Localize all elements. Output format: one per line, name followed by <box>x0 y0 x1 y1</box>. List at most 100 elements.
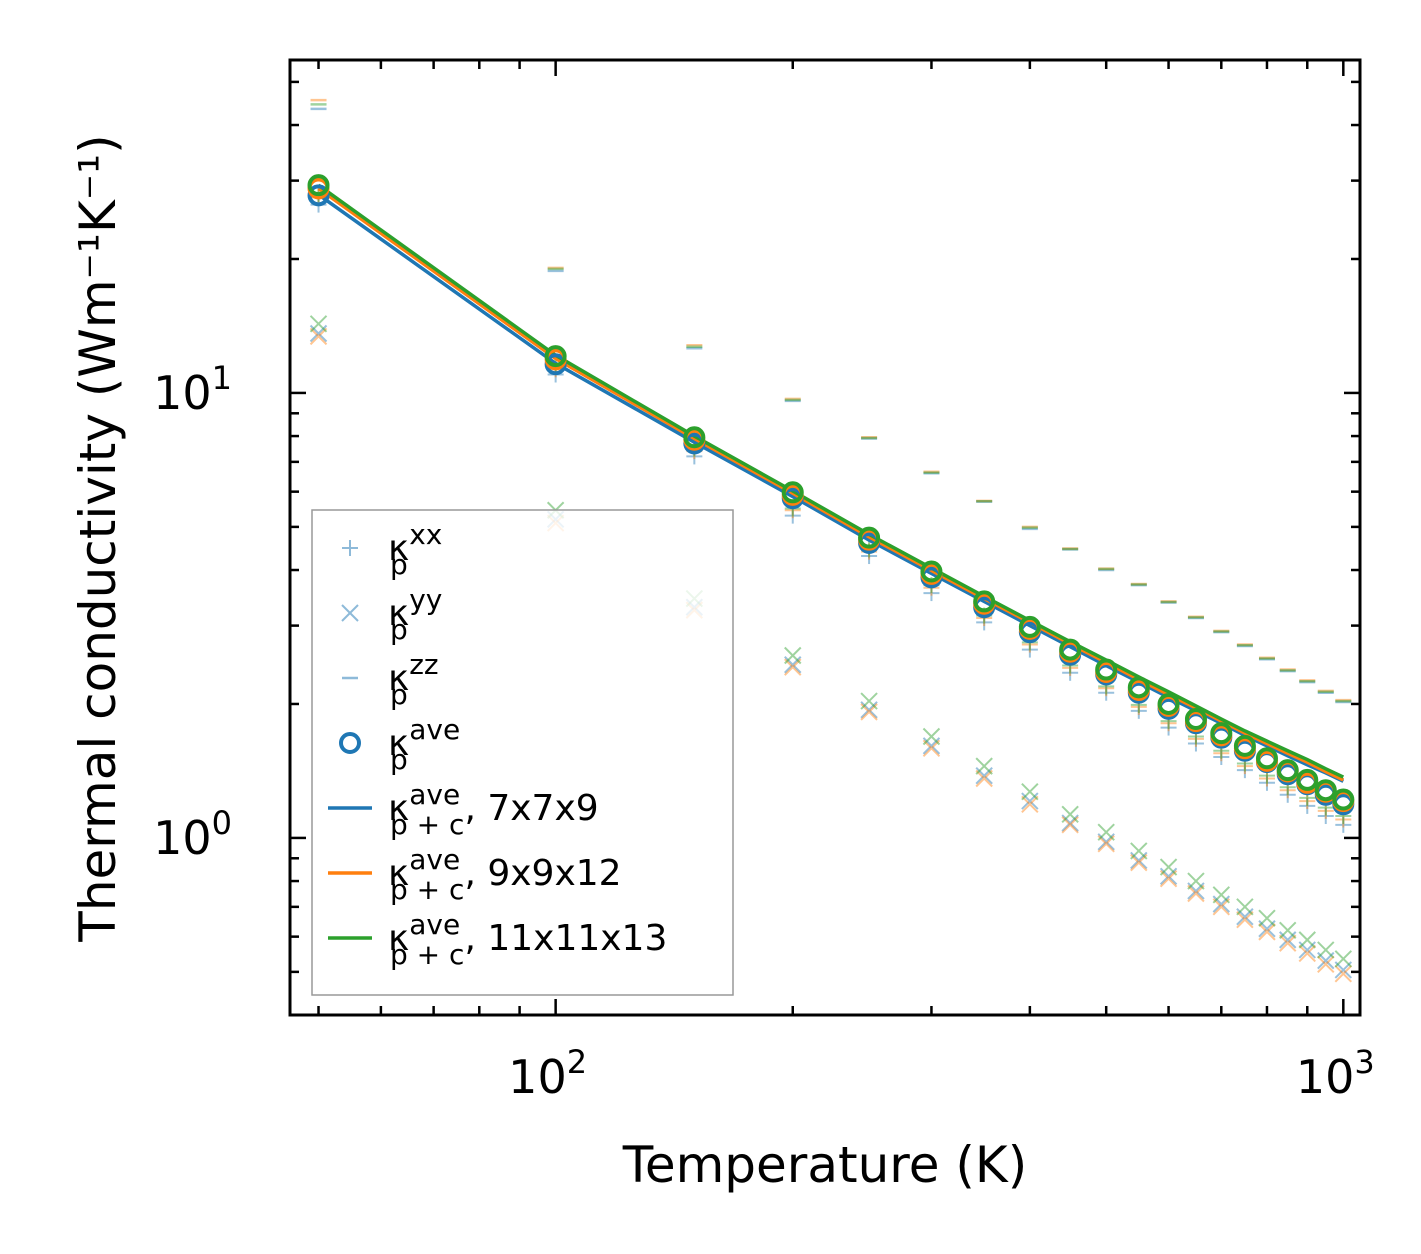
x-a <box>1061 814 1079 832</box>
x-a <box>1334 965 1353 983</box>
data-point <box>1212 895 1231 913</box>
x-a <box>1317 951 1335 970</box>
data-point <box>1130 853 1148 872</box>
x-a <box>1279 931 1297 949</box>
data-point <box>1317 951 1335 970</box>
data-point <box>1317 955 1335 974</box>
x-a <box>975 757 993 775</box>
data-point <box>1187 884 1205 903</box>
legend-label: κyy p <box>388 583 442 646</box>
series-kappa-p-zz-11x11x13 <box>310 103 1352 703</box>
x-b <box>1334 950 1353 968</box>
x-a <box>975 766 993 785</box>
data-point <box>858 526 881 549</box>
legend-marker-swatch <box>342 540 358 556</box>
x-b <box>1159 858 1178 876</box>
y-tick-label: 100 <box>153 804 232 865</box>
data-point <box>860 701 878 719</box>
x-b <box>1021 792 1039 810</box>
x-b <box>1159 867 1178 885</box>
data-point <box>544 345 567 368</box>
data-point <box>1062 664 1079 681</box>
legend-item: κave p + c, 7x7x9 <box>328 778 599 841</box>
x-a <box>784 658 802 676</box>
legend-label: κave p + c, 11x11x13 <box>388 908 667 971</box>
x-a <box>1097 833 1115 851</box>
legend-item: κave p + c, 11x11x13 <box>328 908 667 971</box>
data-point <box>1021 783 1039 801</box>
x-b <box>309 324 328 343</box>
x-a <box>860 701 878 719</box>
data-point <box>1097 833 1115 851</box>
legend-marker-swatch <box>339 732 361 754</box>
x-b <box>975 766 993 785</box>
x-a <box>309 315 328 333</box>
data-point <box>309 327 328 346</box>
data-point <box>1210 722 1233 745</box>
x-a <box>1212 898 1231 916</box>
x-b <box>1236 908 1254 926</box>
x-b <box>1258 923 1276 941</box>
x-b <box>1130 842 1148 860</box>
x-a <box>1021 795 1039 814</box>
data-point <box>1258 774 1275 791</box>
series-kappa-p-ave-11x11x13 <box>307 174 1355 811</box>
x-b <box>1236 910 1254 929</box>
x-a <box>1187 872 1205 890</box>
x-b <box>922 727 941 746</box>
x-b <box>1317 951 1335 970</box>
data-point <box>1059 638 1082 661</box>
data-point <box>1160 719 1177 736</box>
data-point <box>920 560 943 583</box>
x-b <box>1159 869 1178 888</box>
data-point <box>1236 898 1254 916</box>
data-point <box>1233 734 1256 757</box>
legend-marker-swatch <box>341 604 359 622</box>
x-b <box>1212 886 1231 904</box>
data-point <box>922 739 941 758</box>
data-point <box>1236 910 1254 929</box>
data-point <box>860 692 878 710</box>
legend-box <box>311 509 734 996</box>
data-point <box>922 737 941 755</box>
x-a <box>1061 816 1079 834</box>
series-kappa-p-c-ave-9x9x12 <box>317 187 1345 782</box>
data-point <box>1159 858 1178 876</box>
data-point <box>309 324 328 343</box>
series-kappa-p-c-ave-7x7x9 <box>317 193 1345 783</box>
y-axis-label: Thermal conductivity (Wm⁻¹K⁻¹) <box>69 134 127 942</box>
x-b <box>1021 783 1039 801</box>
data-point <box>1317 808 1334 825</box>
x-a <box>1097 835 1115 853</box>
x-b <box>1298 931 1316 949</box>
data-point <box>1279 934 1297 952</box>
data-point <box>1021 641 1038 658</box>
x-a <box>1298 944 1316 963</box>
data-point <box>1279 921 1297 940</box>
series-kappa-p-yy-11x11x13 <box>309 315 1353 968</box>
major-ticks <box>290 60 1360 1015</box>
x-b <box>1061 805 1079 824</box>
x-a <box>1212 895 1231 913</box>
data-point <box>1157 692 1180 715</box>
data-point <box>1097 823 1115 841</box>
data-point <box>1187 872 1205 890</box>
legend-label: κave p + c, 9x9x12 <box>388 843 622 906</box>
data-point <box>860 703 878 721</box>
data-point <box>1317 941 1335 959</box>
data-point <box>1159 867 1178 885</box>
x-b <box>1187 872 1205 890</box>
x-b <box>1061 816 1079 834</box>
data-point <box>1018 615 1041 638</box>
series-layer <box>307 98 1355 983</box>
x-b <box>1187 884 1205 903</box>
x-b <box>309 327 328 346</box>
x-a <box>1317 955 1335 974</box>
data-point <box>1332 788 1355 811</box>
legend-item: κave p <box>339 713 460 776</box>
x-a <box>1258 920 1276 938</box>
series-kappa-p-zz-9x9x12 <box>310 98 1352 702</box>
data-point <box>1258 770 1275 787</box>
